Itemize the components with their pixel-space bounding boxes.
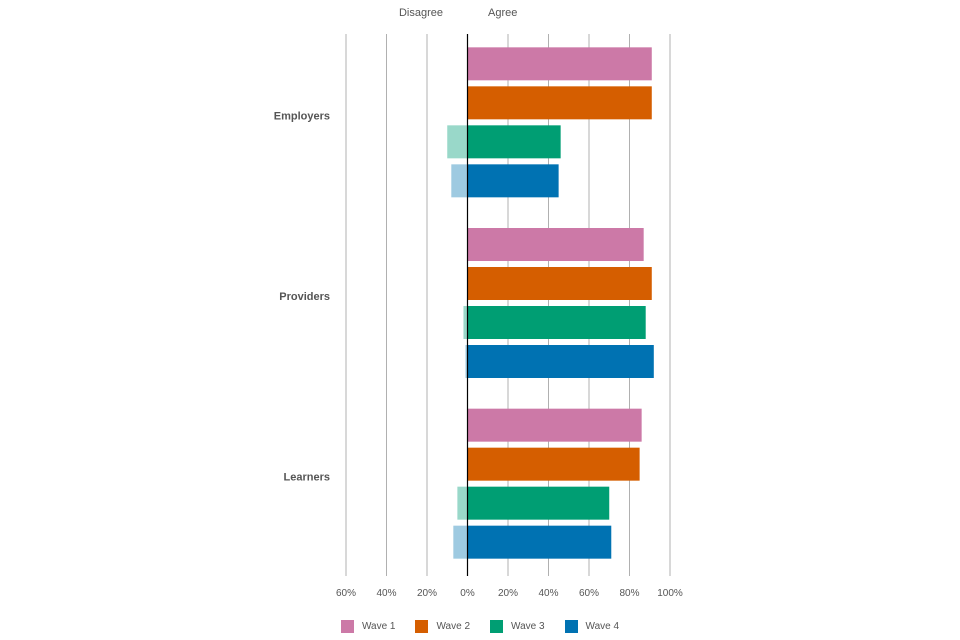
legend-label: Wave 2 <box>436 620 470 632</box>
category-label: Learners <box>284 472 330 484</box>
category-label: Employers <box>274 110 330 122</box>
bar-agree <box>467 47 652 81</box>
bar-agree <box>467 345 654 378</box>
legend-swatch <box>340 619 354 633</box>
legend-label: Wave 4 <box>585 620 620 632</box>
bar-agree <box>467 228 644 261</box>
bar-disagree <box>457 486 468 520</box>
x-tick-labels: 60% 40% 20% 0% 20% 40% 60% 80% 100% <box>336 588 683 599</box>
bar-disagree <box>453 525 468 559</box>
category-label: Providers <box>279 291 330 303</box>
x-tick-label: 60% <box>336 588 356 599</box>
bars <box>447 34 654 576</box>
x-tick-label: 60% <box>579 588 599 599</box>
bar-agree <box>467 125 561 159</box>
bar-agree <box>467 408 642 442</box>
x-tick-label: 80% <box>619 588 639 599</box>
x-tick-label: 40% <box>538 588 558 599</box>
bar-disagree <box>465 345 468 378</box>
bar-agree <box>467 267 652 300</box>
legend-swatch <box>415 619 429 633</box>
bar-disagree <box>451 164 468 198</box>
bar-agree <box>467 525 612 559</box>
legend-item: Wave 3 <box>490 616 545 636</box>
header-disagree: Disagree <box>399 7 443 19</box>
bar-agree <box>467 447 640 481</box>
bar-disagree <box>447 125 468 159</box>
legend-swatch <box>564 619 578 633</box>
legend-item: Wave 2 <box>415 616 470 636</box>
x-tick-label: 40% <box>376 588 396 599</box>
header-agree: Agree <box>488 7 517 19</box>
legend-swatch <box>490 619 503 633</box>
bar-agree <box>467 306 646 339</box>
bar-agree <box>467 164 559 198</box>
legend-label: Wave 3 <box>511 620 545 632</box>
bar-agree <box>467 86 652 120</box>
category-labels: Employers Providers Learners <box>274 110 330 483</box>
legend-item: Wave 4 <box>564 616 620 636</box>
gridlines <box>345 34 671 576</box>
x-tick-label: 100% <box>657 588 683 599</box>
bar-disagree <box>463 306 468 339</box>
legend-label: Wave 1 <box>361 620 396 632</box>
x-tick-label: 20% <box>417 588 437 599</box>
legend-item: Wave 1 <box>340 616 396 636</box>
x-tick-label: 20% <box>498 588 518 599</box>
legend: Wave 1 Wave 2 Wave 3 Wave 4 <box>0 616 960 636</box>
x-tick-label: 0% <box>460 588 475 599</box>
bar-agree <box>467 486 610 520</box>
